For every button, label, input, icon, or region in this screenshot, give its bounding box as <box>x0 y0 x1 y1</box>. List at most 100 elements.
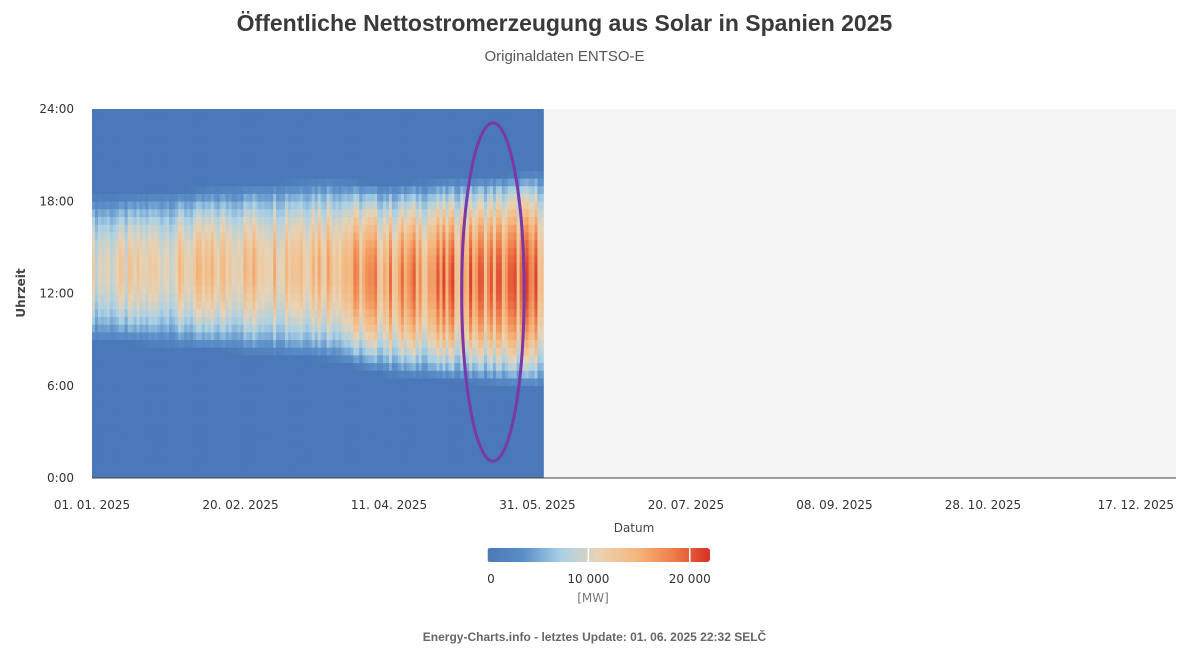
heatmap-cell <box>347 385 351 394</box>
heatmap-cell <box>335 185 339 194</box>
heatmap-day-column <box>302 109 307 479</box>
heatmap-cell <box>151 324 155 333</box>
heatmap-cell <box>151 262 155 271</box>
heatmap-cell <box>178 247 182 256</box>
heatmap-cell <box>178 316 182 325</box>
heatmap-cell <box>279 408 283 417</box>
heatmap-cell <box>240 378 244 387</box>
heatmap-cell <box>380 132 384 141</box>
heatmap-cell <box>279 278 283 287</box>
heatmap-cell <box>374 447 378 456</box>
heatmap-cell <box>219 255 224 264</box>
heatmap-cell <box>362 308 366 317</box>
heatmap-cell <box>350 331 354 341</box>
heatmap-cell <box>198 378 203 387</box>
heatmap-cell <box>109 293 114 302</box>
heatmap-cell <box>368 378 372 387</box>
heatmap-cell <box>198 216 203 225</box>
heatmap-cell <box>347 139 351 148</box>
heatmap-cell <box>341 224 345 233</box>
heatmap-cell <box>279 132 283 141</box>
heatmap-cell <box>112 470 117 479</box>
heatmap-cell <box>163 193 167 202</box>
heatmap-cell <box>216 401 221 410</box>
heatmap-cell <box>305 301 310 310</box>
heatmap-cell <box>267 247 271 256</box>
heatmap-cell <box>293 385 298 394</box>
heatmap-cell <box>359 247 363 256</box>
heatmap-cell <box>139 270 143 279</box>
heatmap-cell <box>192 132 197 141</box>
heatmap-cell <box>112 116 117 125</box>
heatmap-cell <box>391 270 396 279</box>
heatmap-cell <box>181 124 185 133</box>
heatmap-cell <box>290 193 295 202</box>
heatmap-cell <box>246 247 250 256</box>
heatmap-cell <box>112 355 117 364</box>
heatmap-cell <box>293 462 298 471</box>
heatmap-cell <box>353 170 357 179</box>
heatmap-cell <box>142 239 146 248</box>
heatmap-cell <box>279 447 283 456</box>
heatmap-cell <box>243 301 247 310</box>
heatmap-cell <box>181 178 185 187</box>
heatmap-cell <box>151 155 155 164</box>
heatmap-cell <box>258 170 262 179</box>
heatmap-cell <box>350 401 354 410</box>
heatmap-cell <box>175 339 179 348</box>
heatmap-cell <box>353 124 357 133</box>
heatmap-cell <box>139 439 143 448</box>
heatmap-cell <box>374 470 378 479</box>
heatmap-cell <box>273 247 277 256</box>
heatmap-cell <box>195 424 200 433</box>
heatmap-cell <box>314 401 319 410</box>
heatmap-cell <box>234 439 238 448</box>
heatmap-cell <box>273 316 277 325</box>
heatmap-cell <box>112 147 117 156</box>
heatmap-cell <box>311 124 316 133</box>
heatmap-cell <box>97 239 102 248</box>
heatmap-cell <box>201 109 206 118</box>
heatmap-cell <box>121 301 126 310</box>
heatmap-cell <box>267 201 271 210</box>
heatmap-cell <box>290 401 295 410</box>
heatmap-cell <box>118 162 123 171</box>
heatmap-cell <box>270 201 274 210</box>
heatmap-cell <box>377 239 381 248</box>
heatmap-cell <box>368 424 372 433</box>
heatmap-cell <box>216 454 221 464</box>
heatmap-cell <box>133 147 137 156</box>
heatmap-cell <box>210 208 215 218</box>
heatmap-cell <box>353 385 357 394</box>
heatmap-cell <box>225 116 230 125</box>
heatmap-cell <box>353 208 357 218</box>
heatmap-cell <box>234 324 238 333</box>
heatmap-cell <box>97 308 102 317</box>
heatmap-cell <box>273 208 277 218</box>
heatmap-cell <box>377 454 381 464</box>
heatmap-cell <box>371 401 375 410</box>
heatmap-cell <box>302 185 307 194</box>
heatmap-cell <box>302 278 307 287</box>
heatmap-cell <box>142 362 146 371</box>
heatmap-cell <box>335 439 339 448</box>
heatmap-cell <box>213 247 218 256</box>
heatmap-cell <box>103 401 108 410</box>
heatmap-cell <box>258 347 262 356</box>
heatmap-cell <box>365 116 369 125</box>
heatmap-cell <box>190 270 194 279</box>
heatmap-cell <box>195 170 200 179</box>
heatmap-cell <box>388 139 393 148</box>
heatmap-cell <box>386 347 390 356</box>
heatmap-cell <box>237 208 241 218</box>
heatmap-cell <box>258 408 262 417</box>
heatmap-cell <box>103 262 108 271</box>
heatmap-cell <box>383 224 387 233</box>
heatmap-cell <box>326 255 330 264</box>
heatmap-cell <box>380 247 384 256</box>
heatmap-cell <box>127 232 132 241</box>
heatmap-cell <box>285 339 289 348</box>
heatmap-cell <box>267 424 271 433</box>
heatmap-cell <box>133 301 137 310</box>
heatmap-cell <box>368 339 372 348</box>
